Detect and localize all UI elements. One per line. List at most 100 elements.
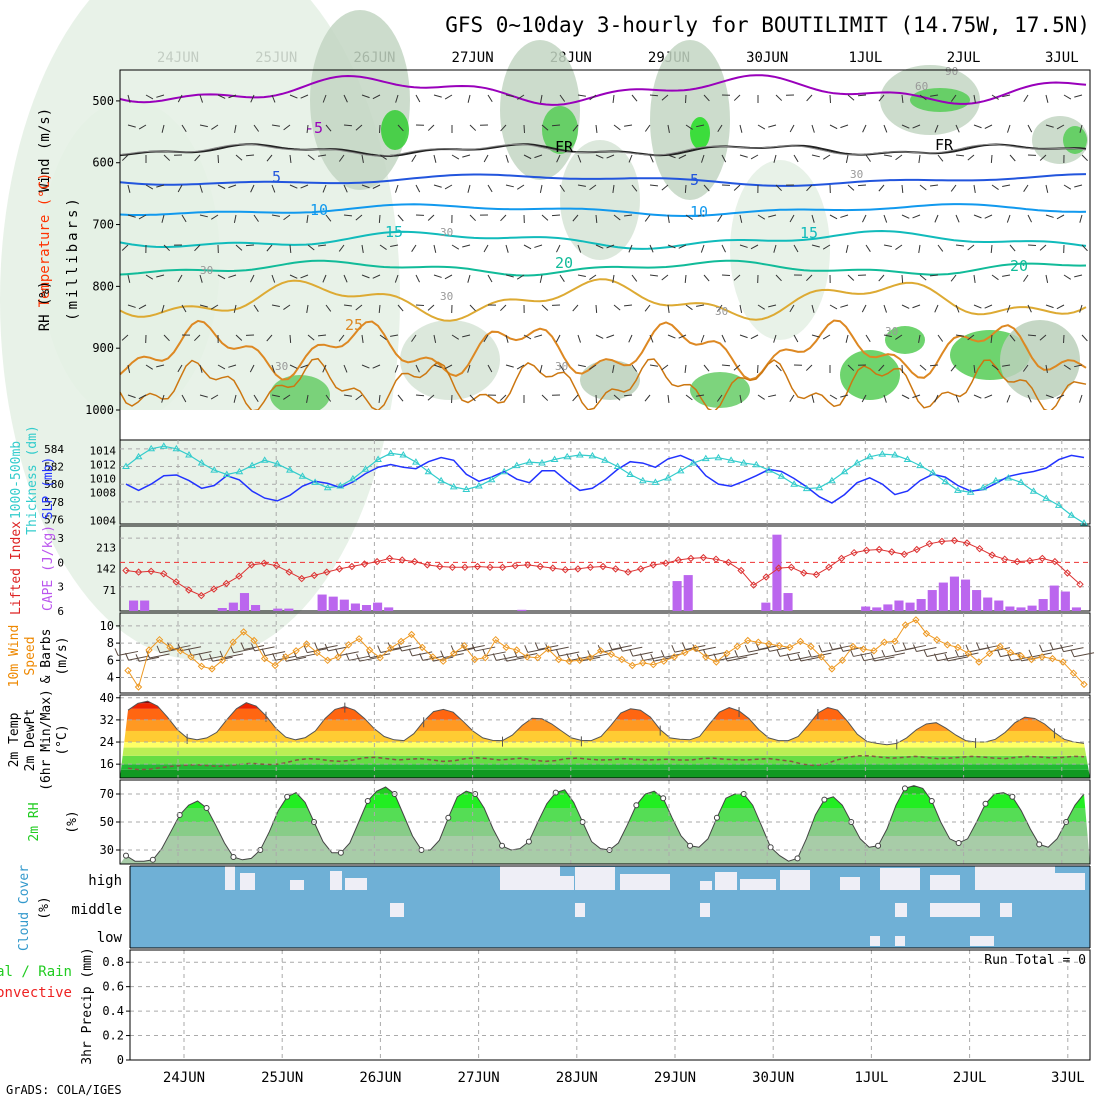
wind10-barb <box>734 650 739 658</box>
wind-barb <box>685 214 693 220</box>
wind-barb <box>556 154 561 163</box>
wind-barb <box>539 364 543 373</box>
wind10-point <box>229 638 237 646</box>
thickness-point <box>122 462 130 469</box>
wind-barb <box>199 124 208 128</box>
wind-barb <box>973 274 976 283</box>
upper-ytick: 700 <box>92 218 114 232</box>
wind-barb <box>289 154 292 164</box>
wind10-barb <box>748 647 769 653</box>
thickness-point <box>727 456 735 463</box>
wind10-barb <box>660 650 665 658</box>
wind-barb <box>789 124 795 133</box>
wind-barb <box>1023 184 1029 192</box>
wind-barb <box>500 304 507 312</box>
wind10-barb <box>926 652 948 658</box>
wind10-barb <box>1063 647 1084 653</box>
wind-barb <box>228 274 237 278</box>
wind-barb <box>845 244 849 253</box>
cloud-high-clear <box>700 881 712 890</box>
li-point <box>172 578 180 586</box>
wind-barb <box>467 184 471 193</box>
cape-bar <box>1005 606 1015 611</box>
wind-barb <box>318 244 327 247</box>
precip-tick: 0.2 <box>102 1029 124 1043</box>
wind10-barb <box>828 642 833 650</box>
wind-barb <box>649 334 654 343</box>
wind10-point <box>512 646 521 654</box>
wind10-barb <box>807 649 812 658</box>
wind10-barb <box>975 642 980 650</box>
wind10-point <box>807 642 815 651</box>
wind-barb <box>433 334 437 343</box>
wind-barb <box>733 94 741 101</box>
temp-tick: 40 <box>100 691 114 705</box>
wind-barb <box>250 184 255 193</box>
wind10-point <box>943 641 952 649</box>
wind10-barb <box>527 647 548 653</box>
wind-barb <box>177 94 183 103</box>
wind-barb <box>1045 364 1048 373</box>
upper-ytick: 600 <box>92 156 114 170</box>
wind-barb <box>878 94 885 102</box>
cape-bar <box>251 605 261 611</box>
wind-barb <box>750 154 759 160</box>
wind-barb <box>379 334 387 341</box>
wind-barb <box>555 334 561 343</box>
wind-barb <box>862 124 867 133</box>
wind-barb <box>649 364 658 367</box>
cloud-middle-clear <box>895 903 907 917</box>
wind-barb <box>433 274 442 278</box>
date-label-bottom: 24JUN <box>163 1070 205 1086</box>
thickness-point <box>462 485 471 492</box>
wind-barb <box>138 214 147 220</box>
cloud-high-clear <box>290 880 304 890</box>
li-point <box>862 546 871 555</box>
wind10-barb <box>884 652 905 658</box>
wind10-barb <box>534 642 539 650</box>
wind-barb <box>145 184 154 190</box>
wind-barb <box>444 94 453 100</box>
wind-barb <box>919 184 927 191</box>
wind10-barb <box>1000 652 1021 658</box>
thickness-point <box>437 476 445 484</box>
thickness-point <box>525 458 534 465</box>
wind-barb <box>793 334 799 343</box>
wind-barb <box>991 274 999 281</box>
wind-barb <box>343 364 348 373</box>
wind-barb <box>444 274 453 280</box>
wind10-barb <box>317 645 338 651</box>
wind-barb <box>595 124 598 134</box>
wind-barb <box>950 94 957 102</box>
wind-barb <box>372 364 381 369</box>
wind10-point <box>523 653 531 661</box>
wind10-barb <box>117 650 139 656</box>
wind10-barb <box>307 648 328 654</box>
wind10-point <box>250 636 258 645</box>
li-point <box>950 536 959 545</box>
wind-barb <box>177 274 183 283</box>
wind10-point <box>1038 653 1046 661</box>
wind-barb <box>505 334 509 343</box>
wind-barb <box>307 334 315 341</box>
wind-barb <box>577 274 586 278</box>
wind10-barb <box>608 642 613 650</box>
wind10-barb <box>408 648 413 657</box>
wind10-point <box>554 655 563 664</box>
wind-barb <box>678 334 687 339</box>
cloud-axis-labels: Cloud Cover (%) <box>17 865 52 951</box>
wind-barb <box>631 184 638 192</box>
wind10-point <box>334 653 342 661</box>
wind-barb <box>613 124 621 131</box>
wind10-point <box>1017 652 1025 660</box>
wind10-barb <box>776 649 781 657</box>
thickness-point <box>550 455 559 462</box>
cape-tick: 71 <box>103 584 116 597</box>
wind10-barb <box>860 653 865 661</box>
wind-barb <box>325 304 332 312</box>
rh-shading <box>580 360 640 400</box>
wind10-barb <box>440 650 445 658</box>
thickness-tick: 582 <box>44 461 64 474</box>
wind-barb <box>667 394 670 404</box>
cape-bar <box>972 590 982 611</box>
